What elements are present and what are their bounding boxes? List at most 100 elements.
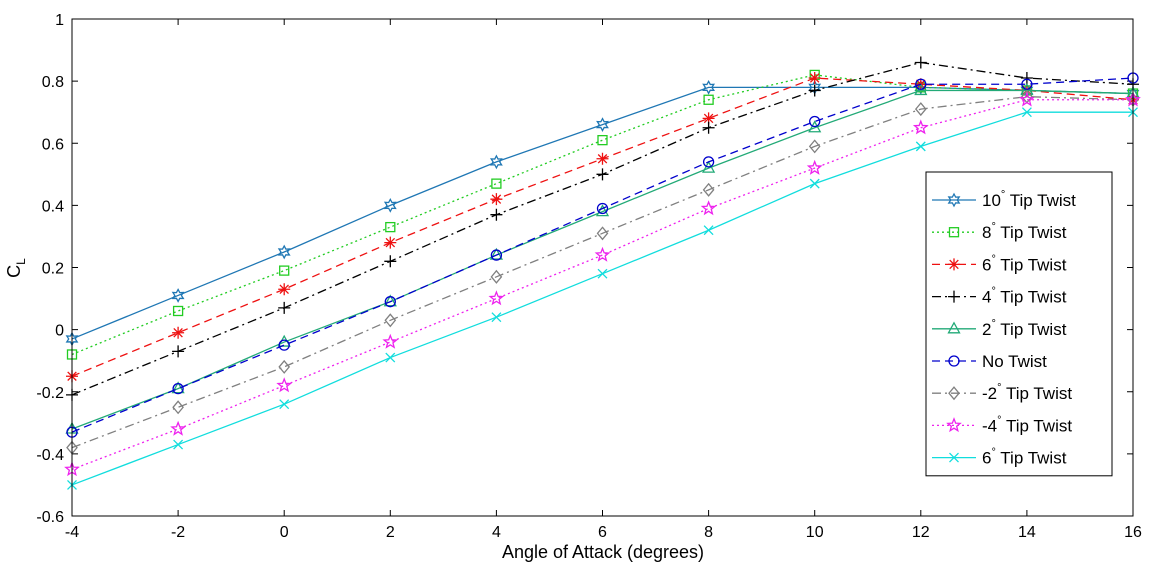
series-line <box>71 77 1134 433</box>
data-point <box>172 326 185 339</box>
x-tick-label: 6 <box>598 524 607 541</box>
data-point <box>596 117 609 133</box>
data-point <box>948 258 960 271</box>
x-tick-label: 8 <box>704 524 713 541</box>
data-point <box>384 313 397 328</box>
data-point <box>946 417 962 433</box>
data-point <box>172 382 184 395</box>
data-point <box>597 134 608 146</box>
legend-label: 4° Tip Twist <box>982 286 1067 307</box>
legend-entry: -4° Tip Twist <box>932 414 1072 435</box>
y-axis-label-main: C <box>4 265 24 278</box>
data-point <box>490 208 503 221</box>
data-point <box>1021 107 1032 118</box>
data-point <box>596 202 609 215</box>
data-point <box>490 193 503 206</box>
data-point <box>915 141 926 152</box>
data-point <box>703 94 714 105</box>
data-point <box>385 352 396 363</box>
data-point <box>702 160 716 173</box>
x-tick-label: 16 <box>1124 524 1142 541</box>
legend-label: 6° Tip Twist <box>982 447 1067 468</box>
data-point <box>596 152 609 165</box>
data-point <box>596 168 609 181</box>
data-point <box>914 56 927 69</box>
data-point <box>948 386 960 401</box>
legend-entry: -2° Tip Twist <box>932 382 1072 403</box>
legend-entry: 4° Tip Twist <box>932 286 1067 307</box>
data-point <box>595 204 610 217</box>
data-point <box>948 290 960 303</box>
data-point <box>808 139 821 154</box>
x-axis-label: Angle of Attack (degrees) <box>502 542 704 562</box>
legend-label: -4° Tip Twist <box>982 414 1072 435</box>
data-point <box>702 79 716 95</box>
legend-label: 8° Tip Twist <box>982 221 1067 242</box>
data-point <box>703 225 714 236</box>
legend-label: No Twist <box>982 352 1047 371</box>
y-tick-label: 0.4 <box>42 198 64 215</box>
data-point <box>278 301 291 314</box>
series-line <box>71 89 1134 430</box>
series-9 <box>67 107 1138 490</box>
legend-entry: 6° Tip Twist <box>932 253 1067 274</box>
legend-entry: 10° Tip Twist <box>932 189 1076 210</box>
series-layer <box>64 56 1141 490</box>
data-point <box>278 359 291 374</box>
data-point <box>491 312 502 323</box>
data-point <box>278 283 291 296</box>
y-axis-label-subscript: L <box>14 258 28 265</box>
data-point <box>949 452 959 463</box>
data-point <box>278 339 290 351</box>
legend-entry: 2° Tip Twist <box>932 318 1067 339</box>
data-point <box>279 265 290 276</box>
x-tick-label: 4 <box>492 524 501 541</box>
data-point <box>806 159 823 175</box>
y-tick-label: 0 <box>55 323 64 340</box>
y-tick-label: 0.6 <box>42 136 64 153</box>
data-point <box>912 119 929 135</box>
plot-frame <box>71 18 1134 517</box>
data-point <box>915 78 927 90</box>
data-point <box>172 345 185 358</box>
data-point <box>808 84 821 97</box>
data-point <box>947 321 961 334</box>
legend-entry: 8° Tip Twist <box>932 221 1067 242</box>
data-point <box>702 182 715 197</box>
data-point <box>702 121 715 134</box>
x-tick-label: 10 <box>806 524 824 541</box>
axis-ticks: -4 -2 0 2 4 6 8 10 12 14 16 -0.6 -0.4 -0.2 0 0.2 0.4 0.6 0… <box>36 12 1142 541</box>
legend-label: 10° Tip Twist <box>982 189 1076 210</box>
data-point <box>914 83 928 96</box>
legend-label: 2° Tip Twist <box>982 318 1067 339</box>
series-line <box>71 74 1134 356</box>
x-tick-label: -2 <box>171 524 185 541</box>
data-point <box>809 178 820 189</box>
y-tick-label: -0.2 <box>36 385 64 402</box>
x-tick-label: 14 <box>1018 524 1036 541</box>
y-tick-label: 1 <box>55 12 64 29</box>
svg-text:CL: CL <box>4 258 28 278</box>
legend-label: -2° Tip Twist <box>982 382 1072 403</box>
data-point <box>914 102 927 117</box>
data-point <box>173 439 184 450</box>
y-tick-label: 0.2 <box>42 261 64 278</box>
data-point <box>491 178 502 189</box>
legend-entry: 6° Tip Twist <box>932 447 1067 468</box>
data-point <box>702 156 715 168</box>
series-line <box>71 96 1134 449</box>
data-point <box>384 296 396 308</box>
data-point <box>490 249 503 261</box>
data-point <box>490 269 503 284</box>
data-point <box>170 420 186 436</box>
data-point <box>385 221 396 233</box>
data-point <box>172 400 184 415</box>
data-point <box>948 227 960 238</box>
y-axis-label: CL <box>4 258 28 278</box>
y-tick-label: -0.6 <box>36 509 64 526</box>
data-point <box>700 200 717 216</box>
legend-label: 6° Tip Twist <box>982 253 1067 274</box>
data-point <box>597 268 608 279</box>
data-point <box>808 120 822 133</box>
